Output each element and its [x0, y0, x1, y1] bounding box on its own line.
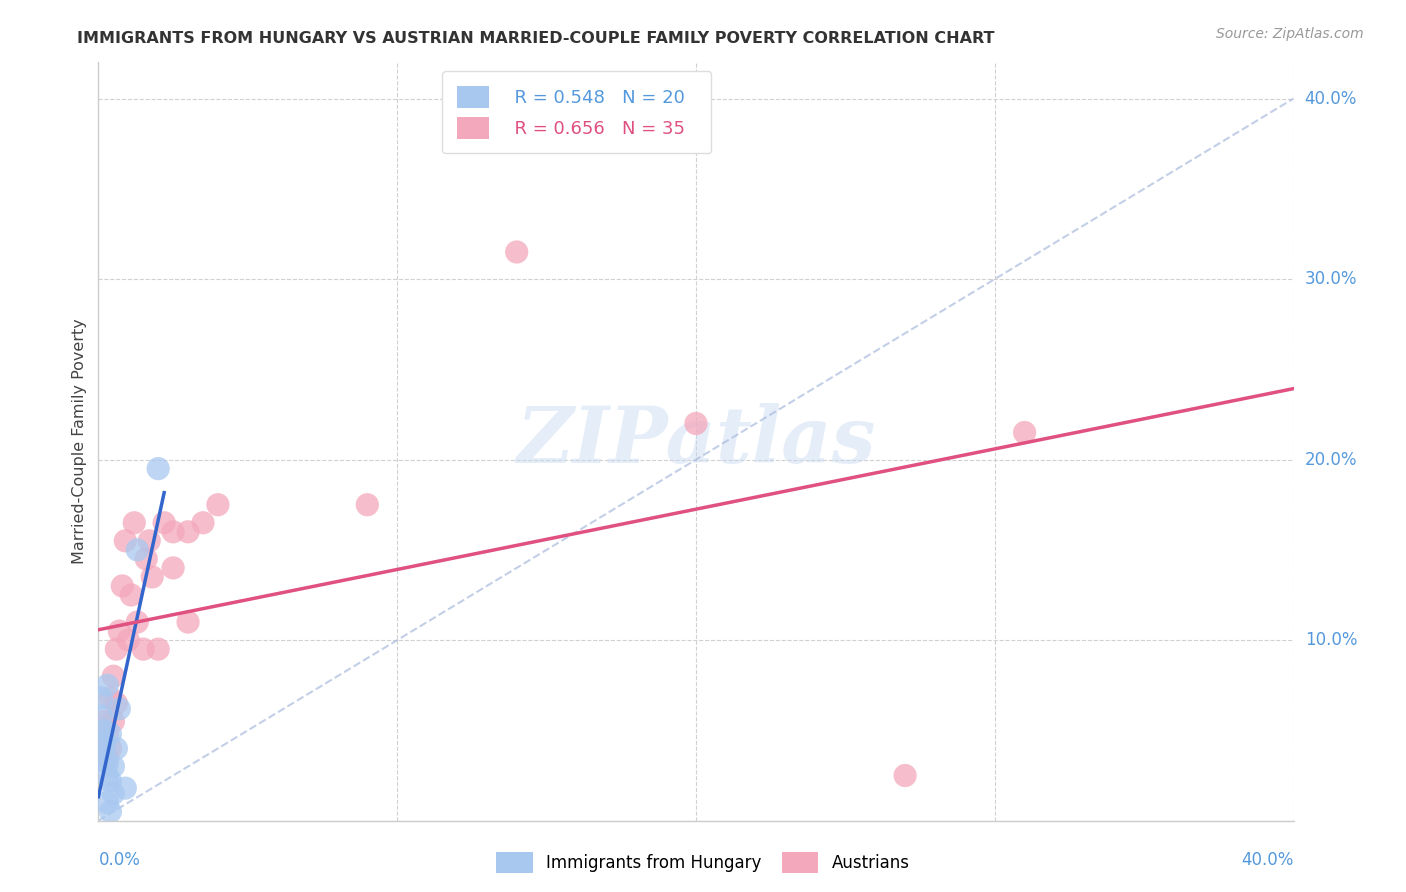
- Point: [108, 702, 131, 716]
- Text: 20.0%: 20.0%: [1305, 450, 1357, 468]
- Point: [105, 741, 128, 756]
- Point: [105, 642, 128, 657]
- Point: [103, 669, 125, 683]
- Point: [162, 524, 184, 539]
- Text: IMMIGRANTS FROM HUNGARY VS AUSTRIAN MARRIED-COUPLE FAMILY POVERTY CORRELATION CH: IMMIGRANTS FROM HUNGARY VS AUSTRIAN MARR…: [77, 31, 995, 46]
- Point: [120, 588, 142, 602]
- Y-axis label: Married-Couple Family Poverty: Married-Couple Family Poverty: [72, 318, 87, 565]
- Point: [90, 709, 112, 723]
- Point: [177, 615, 200, 629]
- Point: [138, 533, 160, 548]
- Point: [108, 624, 131, 639]
- Point: [141, 570, 163, 584]
- Point: [98, 805, 122, 819]
- Text: 0.0%: 0.0%: [98, 851, 141, 869]
- Point: [894, 768, 917, 782]
- Point: [356, 498, 378, 512]
- Point: [93, 741, 115, 756]
- Text: 30.0%: 30.0%: [1305, 270, 1357, 288]
- Point: [105, 696, 128, 710]
- Point: [96, 756, 118, 770]
- Point: [93, 723, 115, 738]
- Point: [90, 723, 112, 738]
- Point: [117, 633, 139, 648]
- Point: [177, 524, 200, 539]
- Point: [114, 781, 136, 796]
- Text: 40.0%: 40.0%: [1241, 851, 1294, 869]
- Point: [93, 750, 115, 764]
- Point: [207, 498, 229, 512]
- Point: [153, 516, 176, 530]
- Point: [127, 615, 149, 629]
- Text: Source: ZipAtlas.com: Source: ZipAtlas.com: [1216, 27, 1364, 41]
- Point: [98, 690, 122, 705]
- Point: [93, 732, 115, 747]
- Point: [162, 561, 184, 575]
- Point: [96, 796, 118, 810]
- Legend: Immigrants from Hungary, Austrians: Immigrants from Hungary, Austrians: [489, 846, 917, 880]
- Point: [191, 516, 214, 530]
- Point: [103, 714, 125, 729]
- Point: [124, 516, 146, 530]
- Point: [148, 642, 170, 657]
- Point: [96, 768, 118, 782]
- Point: [96, 750, 118, 764]
- Point: [98, 741, 122, 756]
- Point: [1014, 425, 1036, 440]
- Legend:   R = 0.548   N = 20  ,   R = 0.656   N = 35  : R = 0.548 N = 20 , R = 0.656 N = 35: [441, 71, 711, 153]
- Text: 40.0%: 40.0%: [1305, 89, 1357, 108]
- Point: [90, 690, 112, 705]
- Point: [685, 417, 707, 431]
- Text: 10.0%: 10.0%: [1305, 632, 1357, 649]
- Point: [103, 787, 125, 801]
- Point: [132, 642, 155, 657]
- Point: [127, 542, 149, 557]
- Point: [98, 727, 122, 741]
- Point: [103, 759, 125, 773]
- Point: [506, 244, 529, 259]
- Point: [93, 714, 115, 729]
- Text: ZIPatlas: ZIPatlas: [516, 403, 876, 480]
- Point: [98, 773, 122, 788]
- Point: [93, 738, 115, 752]
- Point: [148, 461, 170, 475]
- Point: [96, 678, 118, 692]
- Point: [111, 579, 134, 593]
- Point: [96, 727, 118, 741]
- Point: [135, 552, 157, 566]
- Point: [114, 533, 136, 548]
